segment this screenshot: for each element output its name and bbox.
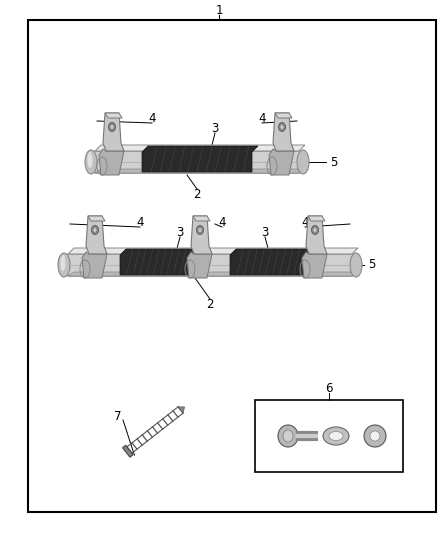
Ellipse shape xyxy=(297,150,309,174)
Ellipse shape xyxy=(370,431,380,441)
Text: 7: 7 xyxy=(114,409,122,423)
Polygon shape xyxy=(193,216,210,221)
Text: 2: 2 xyxy=(206,298,214,311)
Bar xyxy=(255,400,403,472)
Polygon shape xyxy=(99,149,124,175)
Text: 6: 6 xyxy=(325,382,333,394)
Ellipse shape xyxy=(197,225,204,235)
Ellipse shape xyxy=(314,228,317,232)
Polygon shape xyxy=(308,216,325,221)
Ellipse shape xyxy=(350,253,362,277)
Text: 5: 5 xyxy=(330,156,337,168)
Polygon shape xyxy=(87,151,307,173)
Polygon shape xyxy=(269,149,294,175)
Polygon shape xyxy=(103,113,124,151)
Polygon shape xyxy=(120,249,206,275)
Polygon shape xyxy=(187,252,212,278)
Ellipse shape xyxy=(88,152,92,168)
Polygon shape xyxy=(82,252,107,278)
Ellipse shape xyxy=(58,253,70,277)
Polygon shape xyxy=(302,252,327,278)
Ellipse shape xyxy=(278,425,298,447)
Polygon shape xyxy=(178,407,184,413)
Ellipse shape xyxy=(85,150,97,174)
Ellipse shape xyxy=(93,228,96,232)
Text: 1: 1 xyxy=(215,4,223,17)
Ellipse shape xyxy=(329,432,343,440)
Polygon shape xyxy=(273,113,294,151)
Text: 4: 4 xyxy=(218,215,226,229)
Polygon shape xyxy=(86,216,107,254)
Ellipse shape xyxy=(279,123,286,132)
Ellipse shape xyxy=(110,125,113,129)
Polygon shape xyxy=(123,445,133,457)
Polygon shape xyxy=(275,113,292,118)
Text: 4: 4 xyxy=(148,111,156,125)
Polygon shape xyxy=(95,169,305,173)
Ellipse shape xyxy=(364,425,386,447)
Polygon shape xyxy=(68,272,358,276)
Ellipse shape xyxy=(109,123,116,132)
Text: 3: 3 xyxy=(211,122,219,134)
Ellipse shape xyxy=(323,427,349,445)
Ellipse shape xyxy=(60,255,66,271)
Polygon shape xyxy=(88,216,105,221)
Ellipse shape xyxy=(198,228,201,232)
Text: 2: 2 xyxy=(193,189,201,201)
Text: 3: 3 xyxy=(261,225,268,238)
Text: 4: 4 xyxy=(301,215,309,229)
Ellipse shape xyxy=(92,225,99,235)
Polygon shape xyxy=(105,113,122,118)
Text: 3: 3 xyxy=(177,225,184,238)
Polygon shape xyxy=(230,249,321,275)
Ellipse shape xyxy=(280,125,283,129)
Text: 4: 4 xyxy=(136,215,144,229)
Ellipse shape xyxy=(283,430,293,442)
Polygon shape xyxy=(60,254,360,276)
Text: 5: 5 xyxy=(368,259,375,271)
Polygon shape xyxy=(95,145,305,151)
Polygon shape xyxy=(68,248,358,254)
Polygon shape xyxy=(191,216,212,254)
Polygon shape xyxy=(142,146,258,172)
Ellipse shape xyxy=(311,225,318,235)
Text: 4: 4 xyxy=(258,111,266,125)
Polygon shape xyxy=(306,216,327,254)
